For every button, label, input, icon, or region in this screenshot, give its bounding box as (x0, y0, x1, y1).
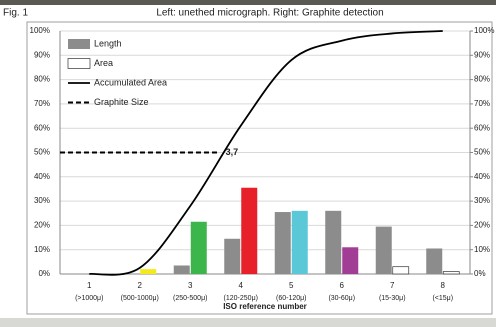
x-tick-sublabel: (<15μ) (432, 295, 453, 302)
page: Fig. 1 Left: unethed micrograph. Right: … (0, 0, 496, 327)
x-tick-label: 3 (188, 281, 193, 290)
y2-tick-label: 50% (474, 148, 490, 157)
bar (140, 269, 156, 274)
x-tick-label: 5 (289, 281, 294, 290)
reference-label: 3,7 (226, 147, 239, 157)
y-tick-label: 10% (34, 245, 50, 254)
bar (426, 248, 442, 274)
bar (174, 265, 190, 274)
y2-tick-label: 40% (474, 172, 490, 181)
y2-tick-label: 70% (474, 99, 490, 108)
y-tick-label: 80% (34, 75, 50, 84)
x-tick-label: 4 (239, 281, 244, 290)
legend-swatch (68, 59, 90, 69)
y2-tick-label: 30% (474, 196, 490, 205)
bar (325, 211, 341, 274)
x-tick-label: 8 (441, 281, 446, 290)
y2-tick-label: 90% (474, 50, 490, 59)
x-axis-title: ISO reference number (223, 302, 307, 311)
x-tick-label: 6 (340, 281, 345, 290)
x-tick-sublabel: (15-30μ) (379, 295, 406, 302)
x-tick-label: 2 (138, 281, 143, 290)
y-tick-label: 20% (34, 221, 50, 230)
legend-swatch (68, 39, 90, 49)
y2-tick-label: 10% (474, 245, 490, 254)
bar (342, 247, 358, 274)
legend-label: Accumulated Area (94, 77, 167, 87)
y-tick-label: 90% (34, 50, 50, 59)
x-tick-label: 7 (390, 281, 395, 290)
caption: Left: unethed micrograph. Right: Graphit… (156, 8, 383, 19)
y-tick-label: 40% (34, 172, 50, 181)
y-tick-label: 50% (34, 148, 50, 157)
x-tick-sublabel: (500-1000μ) (121, 295, 159, 302)
y-tick-label: 60% (34, 123, 50, 132)
bar (224, 239, 240, 274)
x-tick-sublabel: (120-250μ) (224, 295, 258, 302)
bar (443, 272, 459, 274)
legend-label: Graphite Size (94, 97, 149, 107)
y2-tick-label: 80% (474, 75, 490, 84)
y-tick-label: 30% (34, 196, 50, 205)
bar (393, 267, 409, 274)
legend-label: Length (94, 38, 122, 48)
bar (191, 222, 207, 274)
legend-label: Area (94, 58, 113, 68)
y-tick-label: 100% (30, 26, 50, 35)
bar (376, 227, 392, 274)
y-tick-label: 0% (38, 269, 50, 278)
y-tick-label: 70% (34, 99, 50, 108)
x-tick-sublabel: (250-500μ) (173, 295, 207, 302)
bar (275, 212, 291, 274)
x-tick-sublabel: (30-60μ) (328, 295, 355, 302)
bottom-strip (0, 318, 496, 327)
figure-label: Fig. 1 (3, 8, 28, 19)
y2-tick-label: 60% (474, 123, 490, 132)
x-tick-sublabel: (>1000μ) (75, 295, 103, 302)
photo-strip (0, 0, 496, 5)
bar (292, 211, 308, 274)
chart: Fig. 1 Left: unethed micrograph. Right: … (0, 0, 496, 327)
x-tick-label: 1 (87, 281, 92, 290)
bar (241, 188, 257, 274)
y2-tick-label: 100% (474, 26, 494, 35)
x-tick-sublabel: (60-120μ) (276, 295, 307, 302)
y2-tick-label: 20% (474, 221, 490, 230)
y2-tick-label: 0% (474, 269, 486, 278)
